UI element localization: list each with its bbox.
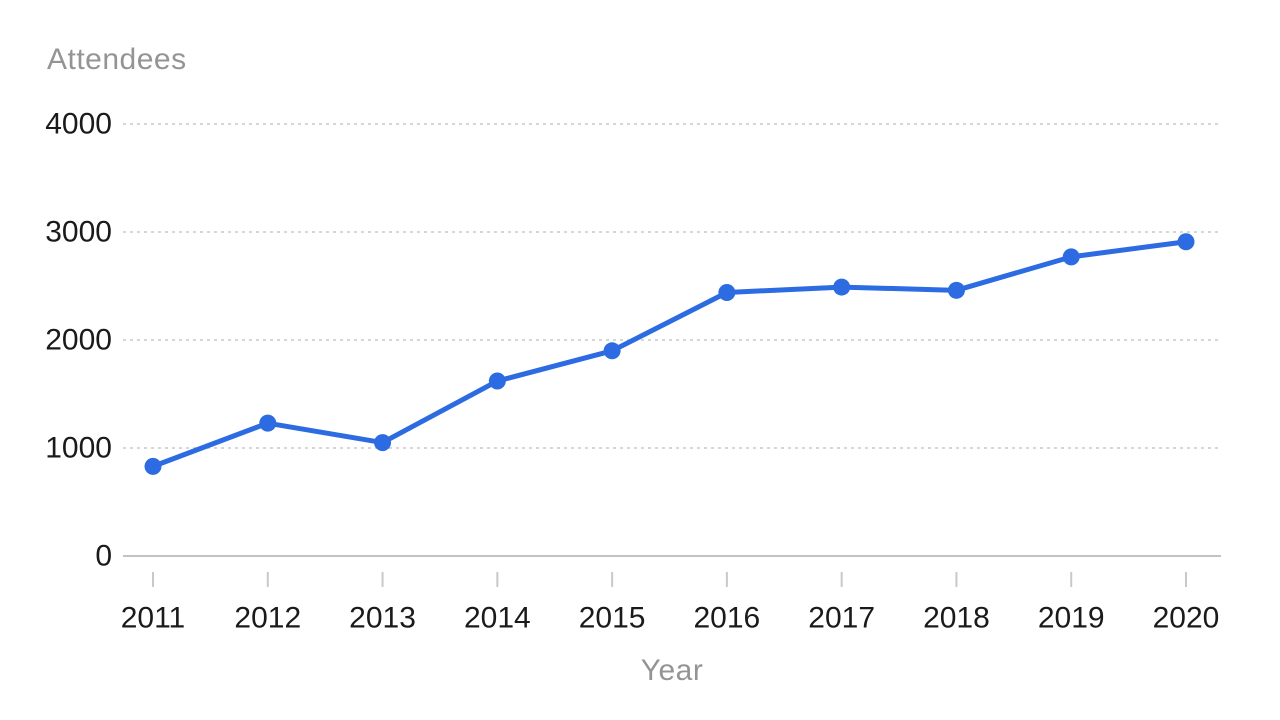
x-tick-label: 2011 xyxy=(121,602,186,635)
data-point xyxy=(1177,233,1195,251)
y-tick-label: 3000 xyxy=(45,216,112,249)
x-tick-label: 2019 xyxy=(1038,602,1105,635)
data-point xyxy=(144,457,162,475)
data-point xyxy=(718,283,736,301)
data-point xyxy=(947,281,965,299)
data-point xyxy=(488,372,506,390)
x-tick-label: 2015 xyxy=(579,602,646,635)
y-tick-label: 0 xyxy=(95,540,112,573)
data-line xyxy=(150,239,1189,469)
y-tick-label: 1000 xyxy=(45,432,112,465)
data-point xyxy=(259,414,277,432)
x-tick-label: 2012 xyxy=(234,602,301,635)
y-axis-title: Attendees xyxy=(47,43,187,76)
y-tick-label: 2000 xyxy=(45,324,112,357)
y-tick-label: 4000 xyxy=(45,108,112,141)
x-tick-label: 2017 xyxy=(808,602,875,635)
data-point xyxy=(603,342,621,360)
data-point xyxy=(1062,248,1080,266)
x-tick-label: 2018 xyxy=(923,602,990,635)
x-tick-label: 2016 xyxy=(694,602,761,635)
x-tick-label: 2020 xyxy=(1153,602,1220,635)
data-point xyxy=(833,278,851,296)
data-point xyxy=(374,434,392,452)
x-tick-label: 2013 xyxy=(349,602,416,635)
x-tick-label: 2014 xyxy=(464,602,531,635)
x-axis-title: Year xyxy=(640,654,704,687)
